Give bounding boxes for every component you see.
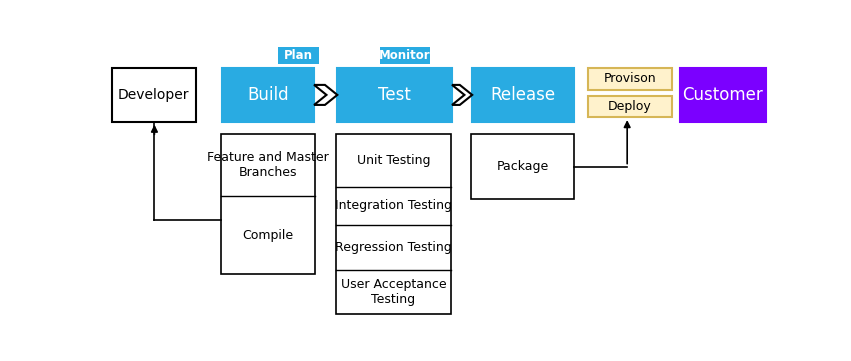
Bar — [278, 47, 319, 64]
Text: Compile: Compile — [243, 229, 294, 242]
Text: Package: Package — [496, 160, 549, 173]
Bar — [588, 68, 672, 90]
Text: Monitor: Monitor — [379, 49, 431, 62]
Bar — [588, 96, 672, 117]
Text: Integration Testing: Integration Testing — [335, 199, 452, 212]
Text: Feature and Master
Branches: Feature and Master Branches — [207, 151, 328, 179]
Bar — [221, 134, 315, 274]
Polygon shape — [314, 85, 337, 105]
Text: Plan: Plan — [284, 49, 313, 62]
Polygon shape — [452, 85, 472, 105]
Bar — [380, 47, 431, 64]
Bar — [472, 68, 574, 122]
Bar — [336, 134, 451, 314]
Text: Regression Testing: Regression Testing — [335, 241, 452, 254]
Bar — [680, 68, 766, 122]
Text: Customer: Customer — [683, 86, 763, 104]
Text: Unit Testing: Unit Testing — [357, 154, 431, 167]
Bar — [222, 68, 314, 122]
Text: User Acceptance
Testing: User Acceptance Testing — [340, 278, 446, 306]
Text: Provison: Provison — [603, 72, 656, 85]
Text: Release: Release — [491, 86, 556, 104]
Bar — [471, 134, 574, 199]
Text: Deploy: Deploy — [608, 100, 652, 113]
Bar — [337, 68, 452, 122]
Text: Test: Test — [378, 86, 411, 104]
Text: Build: Build — [247, 86, 288, 104]
Bar — [111, 68, 196, 122]
Text: Developer: Developer — [118, 88, 190, 102]
